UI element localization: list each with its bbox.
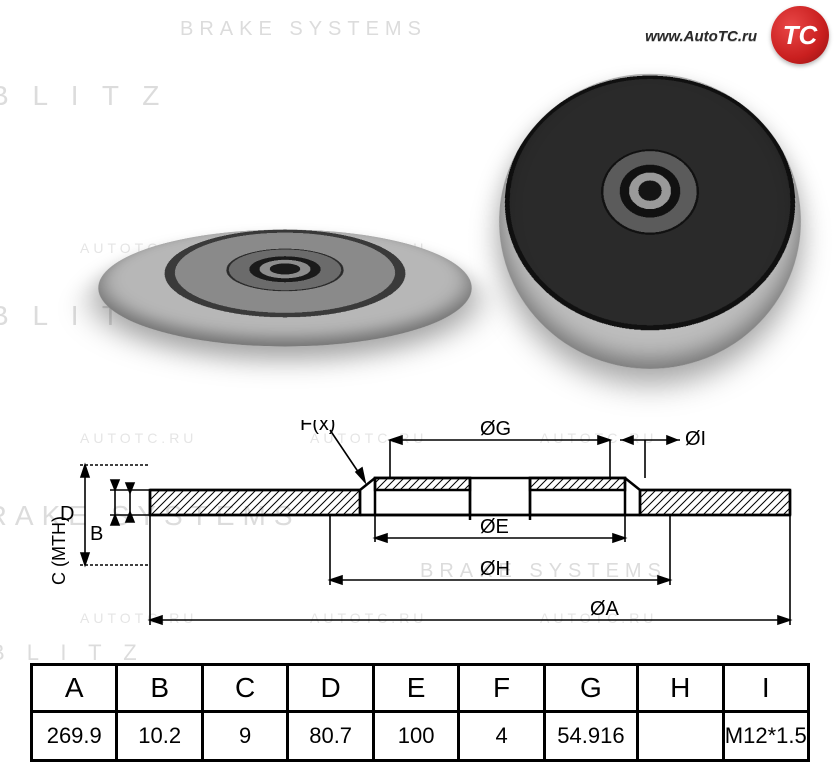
spec-val-F: 4 <box>459 712 544 761</box>
logo-text: TC <box>783 20 818 51</box>
spec-val-E: 100 <box>373 712 458 761</box>
brake-disc-front-view <box>481 74 818 369</box>
cross-section-diagram: ØA ØH ØE ØG ØI F(x) <box>30 420 810 660</box>
spec-col-E: E <box>373 665 458 712</box>
spec-val-I: M12*1.5 <box>723 712 808 761</box>
spec-val-H <box>638 712 723 761</box>
product-photo-area <box>0 30 839 430</box>
dim-F: F(x) <box>300 420 336 435</box>
brake-disc-angled-view <box>71 230 500 347</box>
logo-circle-icon: TC <box>771 6 829 64</box>
spec-col-H: H <box>638 665 723 712</box>
spec-table: ABCDEFGHI 269.910.2980.7100454.916 M12*1.… <box>30 663 810 762</box>
site-logo: www.AutoTC.ru TC <box>771 6 829 64</box>
spec-col-G: G <box>544 665 637 712</box>
site-url: www.AutoTC.ru <box>645 28 757 45</box>
dim-H: ØH <box>480 558 510 580</box>
spec-val-D: 80.7 <box>288 712 373 761</box>
spec-col-B: B <box>117 665 202 712</box>
dim-G: ØG <box>480 420 511 440</box>
spec-val-C: 9 <box>202 712 287 761</box>
spec-val-A: 269.9 <box>32 712 117 761</box>
spec-val-G: 54.916 <box>544 712 637 761</box>
spec-col-I: I <box>723 665 808 712</box>
dim-I: ØI <box>685 428 706 450</box>
spec-col-F: F <box>459 665 544 712</box>
spec-val-B: 10.2 <box>117 712 202 761</box>
dim-C: C (MTH) <box>49 516 69 585</box>
dim-E: ØE <box>480 516 509 538</box>
spec-table-wrap: ABCDEFGHI 269.910.2980.7100454.916 M12*1.… <box>30 663 810 762</box>
spec-col-D: D <box>288 665 373 712</box>
spec-table-value-row: 269.910.2980.7100454.916 M12*1.5 <box>32 712 809 761</box>
spec-table-header-row: ABCDEFGHI <box>32 665 809 712</box>
spec-col-C: C <box>202 665 287 712</box>
spec-col-A: A <box>32 665 117 712</box>
dim-A: ØA <box>590 598 620 620</box>
dim-B: B <box>90 523 103 545</box>
